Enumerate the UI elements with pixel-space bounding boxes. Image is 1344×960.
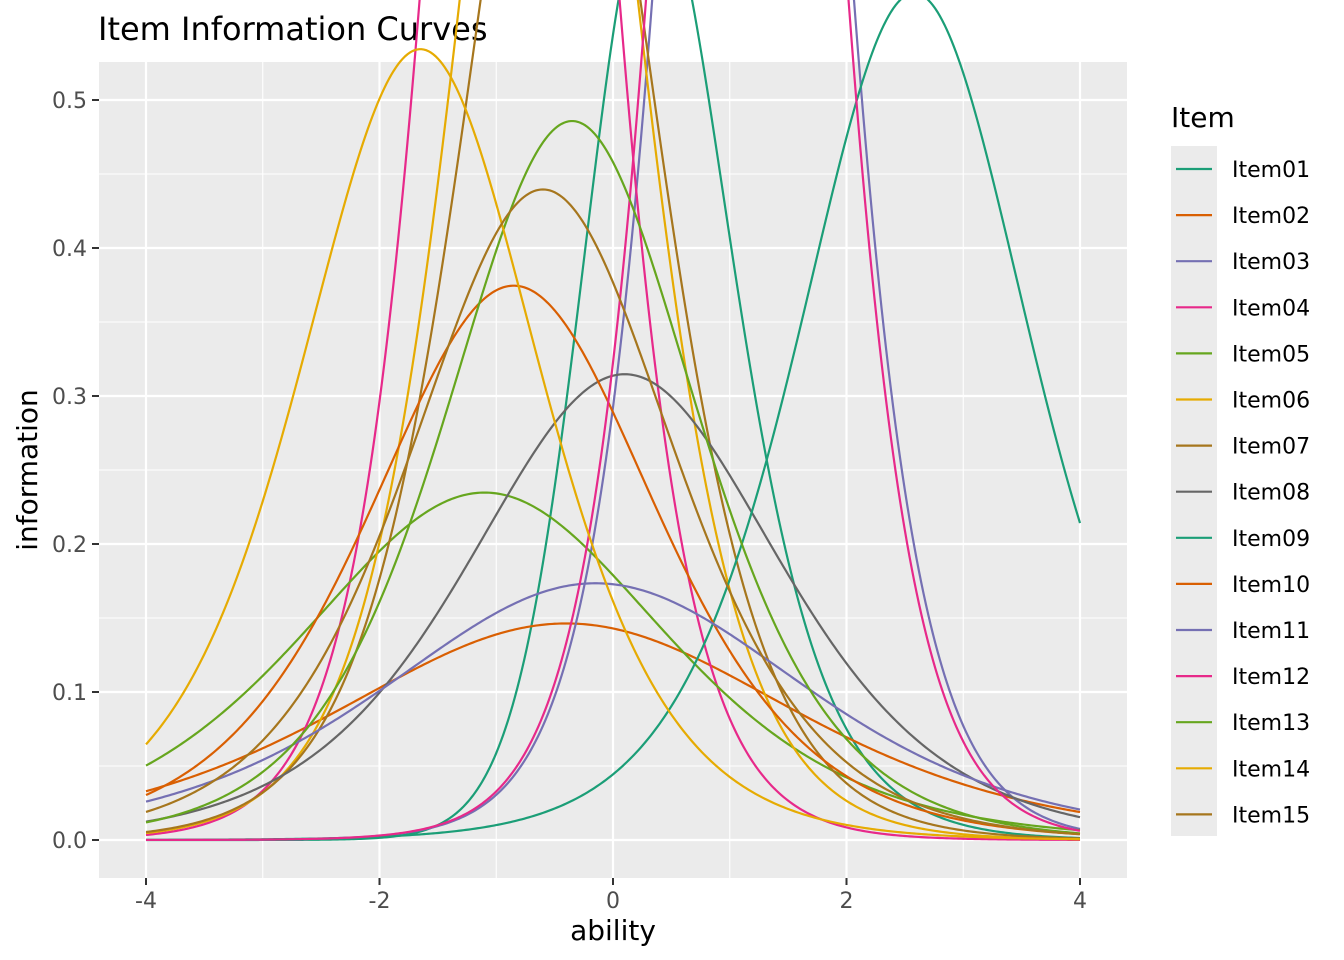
y-tick-label: 0.5 [52, 89, 87, 114]
series-line-item12 [146, 0, 1081, 842]
legend-label: Item05 [1232, 342, 1310, 367]
legend-label: Item14 [1232, 757, 1310, 782]
series-lines [145, 0, 1082, 842]
x-tick-label: -2 [369, 889, 391, 914]
series-line-item02 [145, 622, 1081, 814]
legend-label: Item08 [1232, 481, 1310, 506]
legend-label: Item01 [1232, 158, 1310, 183]
series-line-item13 [145, 119, 1081, 835]
series-line-item15 [145, 188, 1081, 836]
x-axis: -4 -2 0 2 4 [135, 878, 1087, 914]
legend-label: Item02 [1232, 204, 1310, 229]
legend: Item Item01 Item02 Item03 Item04 Item05 Item0… [1171, 101, 1310, 836]
legend-label: Item13 [1232, 711, 1310, 736]
series-line-item06 [145, 0, 1081, 841]
legend-label: Item11 [1232, 619, 1310, 644]
legend-label: Item03 [1232, 250, 1310, 275]
grid [99, 62, 1127, 878]
chart-title: Item Information Curves [98, 10, 488, 48]
y-tick-label: 0.2 [52, 533, 87, 558]
series-line-item14 [145, 48, 1081, 841]
legend-label: Item04 [1232, 296, 1310, 321]
series-line-item11 [145, 582, 1081, 811]
legend-title: Item [1171, 101, 1235, 134]
y-tick-label: 0.0 [52, 829, 87, 854]
y-axis-title: information [11, 389, 44, 551]
x-tick-label: 4 [1073, 889, 1087, 914]
legend-label: Item15 [1232, 803, 1310, 828]
y-tick-label: 0.4 [52, 237, 87, 262]
legend-label: Item12 [1232, 665, 1310, 690]
x-tick-label: 0 [606, 889, 620, 914]
legend-label: Item09 [1232, 527, 1310, 552]
legend-label: Item06 [1232, 389, 1310, 414]
legend-label: Item10 [1232, 573, 1310, 598]
series-line-item08 [145, 373, 1081, 823]
x-tick-label: 2 [840, 889, 854, 914]
series-line-item07 [145, 0, 1081, 840]
series-line-item10 [145, 284, 1081, 836]
legend-label: Item07 [1232, 435, 1310, 460]
x-axis-title: ability [570, 914, 656, 947]
y-tick-label: 0.1 [52, 681, 87, 706]
y-axis: 0.0 0.1 0.2 0.3 0.4 0.5 [52, 89, 99, 854]
y-tick-label: 0.3 [52, 385, 87, 410]
x-tick-label: -4 [135, 889, 157, 914]
